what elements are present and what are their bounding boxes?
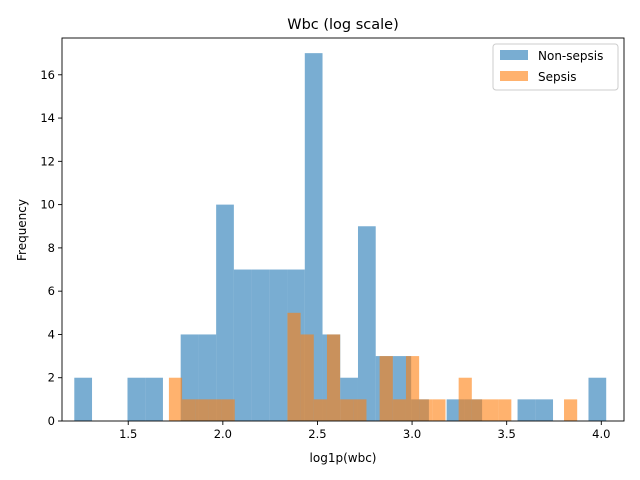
histogram-bars: [74, 53, 607, 422]
bar-non-sepsis-0: [74, 377, 93, 421]
bar-non-sepsis-3: [127, 377, 146, 421]
legend-label-non-sepsis: Non-sepsis: [538, 49, 603, 63]
y-tick-label: 6: [48, 284, 55, 298]
bar-sepsis-23: [471, 399, 485, 421]
bar-sepsis-25: [498, 399, 512, 421]
y-tick-label: 4: [48, 327, 55, 341]
bar-non-sepsis-11: [269, 269, 288, 421]
plot-frame: [61, 37, 625, 422]
bar-non-sepsis-13: [304, 53, 323, 422]
y-axis-ticks: 0 2 4 6 8 10 12 14 16: [40, 68, 62, 428]
y-axis-label: Frequency: [15, 199, 29, 261]
bar-sepsis-13: [340, 399, 354, 421]
bar-sepsis-20: [432, 399, 446, 421]
bar-sepsis-0: [168, 377, 183, 421]
bar-sepsis-14: [353, 399, 367, 421]
x-tick-label: 3.0: [403, 427, 421, 441]
bar-non-sepsis-25: [517, 399, 536, 421]
bar-sepsis-10: [300, 334, 314, 421]
x-tick-label: 2.0: [214, 427, 232, 441]
legend-swatch-non-sepsis: [500, 50, 528, 60]
bar-sepsis-17: [392, 399, 406, 421]
legend-label-sepsis: Sepsis: [538, 70, 576, 84]
bar-sepsis-1: [182, 399, 196, 421]
bar-non-sepsis-29: [588, 377, 607, 421]
axes: [61, 37, 625, 422]
bar-sepsis-9: [287, 312, 301, 421]
bar-non-sepsis-26: [535, 399, 554, 421]
legend: Non-sepsis Sepsis: [492, 43, 619, 91]
x-axis-ticks: 1.5 2.0 2.5 3.0 3.5 4.0: [119, 421, 610, 441]
y-tick-label: 14: [40, 111, 55, 125]
bar-sepsis-19: [419, 399, 433, 421]
y-tick-label: 0: [48, 414, 55, 428]
bar-sepsis-2: [195, 399, 209, 421]
bar-non-sepsis-16: [357, 226, 376, 421]
x-tick-label: 3.5: [498, 427, 516, 441]
y-tick-label: 12: [40, 154, 55, 168]
y-tick-label: 8: [48, 241, 55, 255]
y-tick-label: 16: [40, 68, 55, 82]
bar-sepsis-4: [221, 399, 235, 421]
bar-non-sepsis-9: [233, 269, 252, 421]
legend-swatch-sepsis: [500, 71, 528, 81]
bar-sepsis-16: [379, 356, 393, 421]
bar-sepsis-12: [326, 334, 341, 421]
bar-sepsis-18: [405, 356, 420, 421]
bar-sepsis-11: [313, 399, 327, 421]
bar-non-sepsis-8: [216, 204, 234, 421]
bar-sepsis-24: [484, 399, 499, 421]
x-axis-label: log1p(wbc): [310, 451, 377, 465]
bar-sepsis-3: [208, 399, 222, 421]
bar-sepsis-22: [458, 377, 472, 421]
x-tick-label: 2.5: [308, 427, 326, 441]
bar-non-sepsis-4: [145, 377, 163, 421]
bar-non-sepsis-10: [251, 269, 270, 421]
y-tick-label: 2: [48, 371, 55, 385]
x-tick-label: 1.5: [119, 427, 137, 441]
chart-title: Wbc (log scale): [287, 17, 399, 33]
x-tick-label: 4.0: [592, 427, 610, 441]
y-tick-label: 10: [40, 198, 55, 212]
bar-sepsis-30: [564, 399, 578, 421]
